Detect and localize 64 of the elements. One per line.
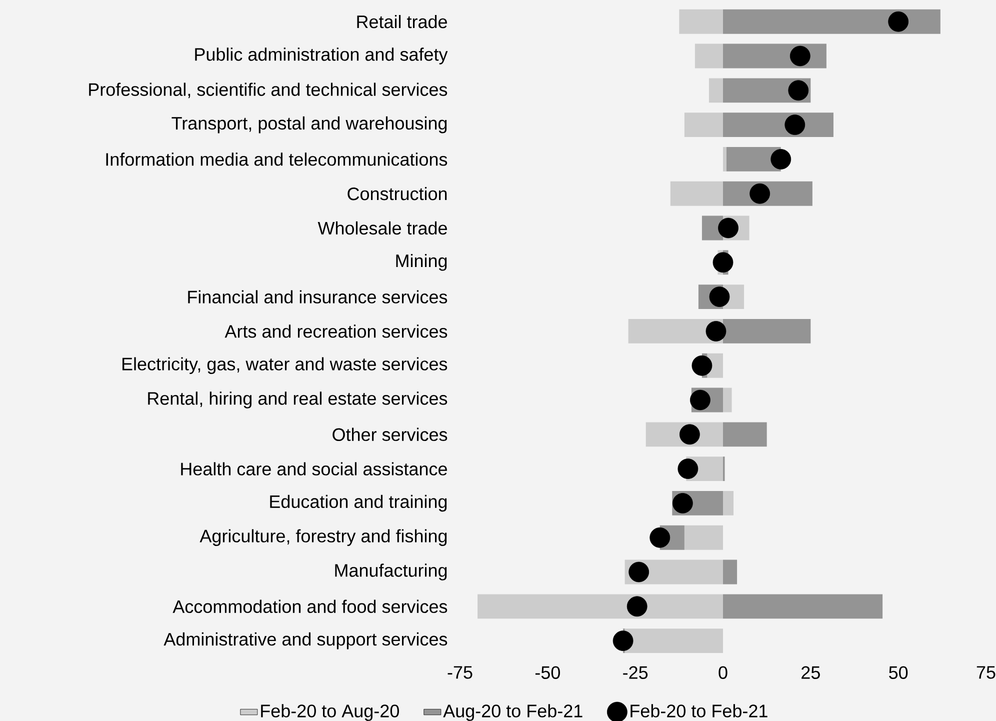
bar: [684, 112, 723, 138]
point: [679, 424, 700, 445]
x-tick-label: 50: [889, 666, 908, 679]
y-tick-label: Electricity, gas, water and waste services: [122, 357, 448, 374]
y-tick-label: Retail trade: [357, 14, 447, 28]
bar: [478, 594, 723, 619]
y-tick-label: Wholesale trade: [318, 221, 447, 235]
point: [888, 11, 909, 32]
point: [650, 527, 670, 548]
point: [678, 458, 698, 480]
y-tick-label: Information media and telecommunications: [106, 152, 448, 166]
y-tick-label: Accommodation and food services: [172, 600, 448, 614]
y-tick-label: Education and training: [270, 494, 447, 512]
x-tick-label: 0: [718, 666, 728, 679]
legend-label: Feb-20 to Aug-20: [261, 704, 399, 721]
bar: [723, 490, 734, 516]
bar: [670, 181, 723, 206]
point: [712, 252, 734, 273]
y-tick-label: Mining: [396, 254, 447, 271]
bar: [723, 146, 727, 172]
y-tick-label: Manufacturing: [335, 564, 447, 580]
y-tick-label: Agriculture, forestry and fishing: [200, 529, 447, 546]
bar: [708, 78, 723, 103]
point: [790, 46, 810, 66]
x-tick-label: 75: [976, 666, 996, 679]
point: [770, 149, 792, 170]
point: [692, 355, 712, 376]
point: [672, 493, 693, 514]
bar: [723, 560, 738, 584]
y-tick-label: Construction: [348, 186, 447, 200]
y-tick-label: Public administration and safety: [195, 48, 448, 64]
point: [709, 286, 730, 308]
point: [788, 80, 809, 101]
bar: [723, 594, 883, 619]
point: [628, 562, 650, 582]
x-tick-label: -50: [535, 666, 560, 679]
bar: [684, 525, 723, 550]
bar: [723, 422, 767, 447]
y-tick-label: Professional, scientific and technical services: [89, 82, 448, 98]
point: [706, 321, 726, 342]
point: [626, 596, 648, 617]
y-tick-label: Financial and insurance services: [188, 290, 448, 304]
legend-label: Feb-20 to Feb-21: [630, 704, 768, 718]
y-tick-label: Administrative and support services: [164, 632, 448, 650]
bar: [624, 628, 723, 654]
y-tick-label: Arts and recreation services: [224, 324, 448, 338]
point: [750, 183, 770, 204]
y-tick-label: Health care and social assistance: [181, 462, 447, 476]
bar: [723, 9, 940, 34]
point: [784, 114, 806, 135]
bar: [679, 9, 723, 34]
legend-label: Aug-20 to Feb-21: [443, 704, 582, 721]
bar: [723, 318, 811, 344]
x-tick-label: 25: [802, 666, 820, 679]
y-tick-label: Other services: [332, 428, 448, 442]
y-tick-label: Rental, hiring and real estate services: [148, 392, 448, 408]
point: [718, 218, 738, 238]
x-tick-label: -25: [623, 666, 648, 679]
bar: [723, 388, 732, 412]
y-tick-label: Transport, postal and warehousing: [172, 116, 447, 134]
point: [612, 630, 634, 652]
point: [690, 390, 710, 410]
bar: [694, 44, 723, 68]
x-tick-label: -75: [448, 666, 472, 679]
